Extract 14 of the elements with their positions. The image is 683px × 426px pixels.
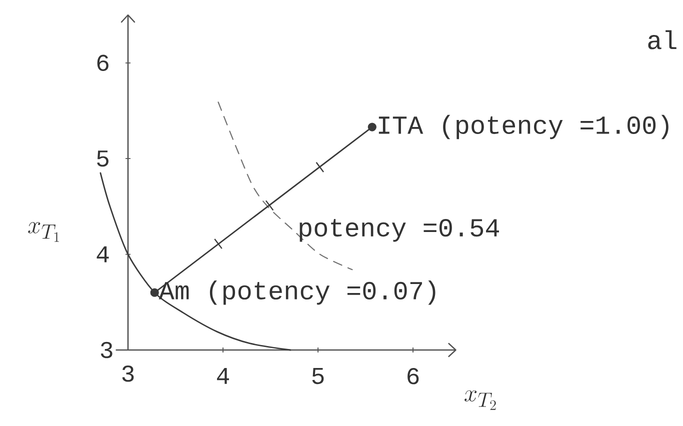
y-axis-title: $x_{T_1}$ [28,222,59,242]
text: al [648,30,676,50]
y-tick-label: 4 [96,246,109,262]
x-tick-label: 3 [122,366,134,382]
x-axis-title: $x_{T_2}$ [464,390,496,410]
annotation: ITA (potency =1.00) [378,114,668,140]
y-tick-label: 6 [97,54,108,72]
x-tick-label: 5 [312,368,324,384]
annotation: Am (potency =0.07) [158,280,436,305]
x-tick-label: 4 [217,368,229,384]
x-tick-label: 6 [408,368,419,384]
annotation: potency =0.54 [300,218,499,242]
y-tick-label: 5 [97,150,108,167]
y-tick-label: 3 [100,342,112,358]
